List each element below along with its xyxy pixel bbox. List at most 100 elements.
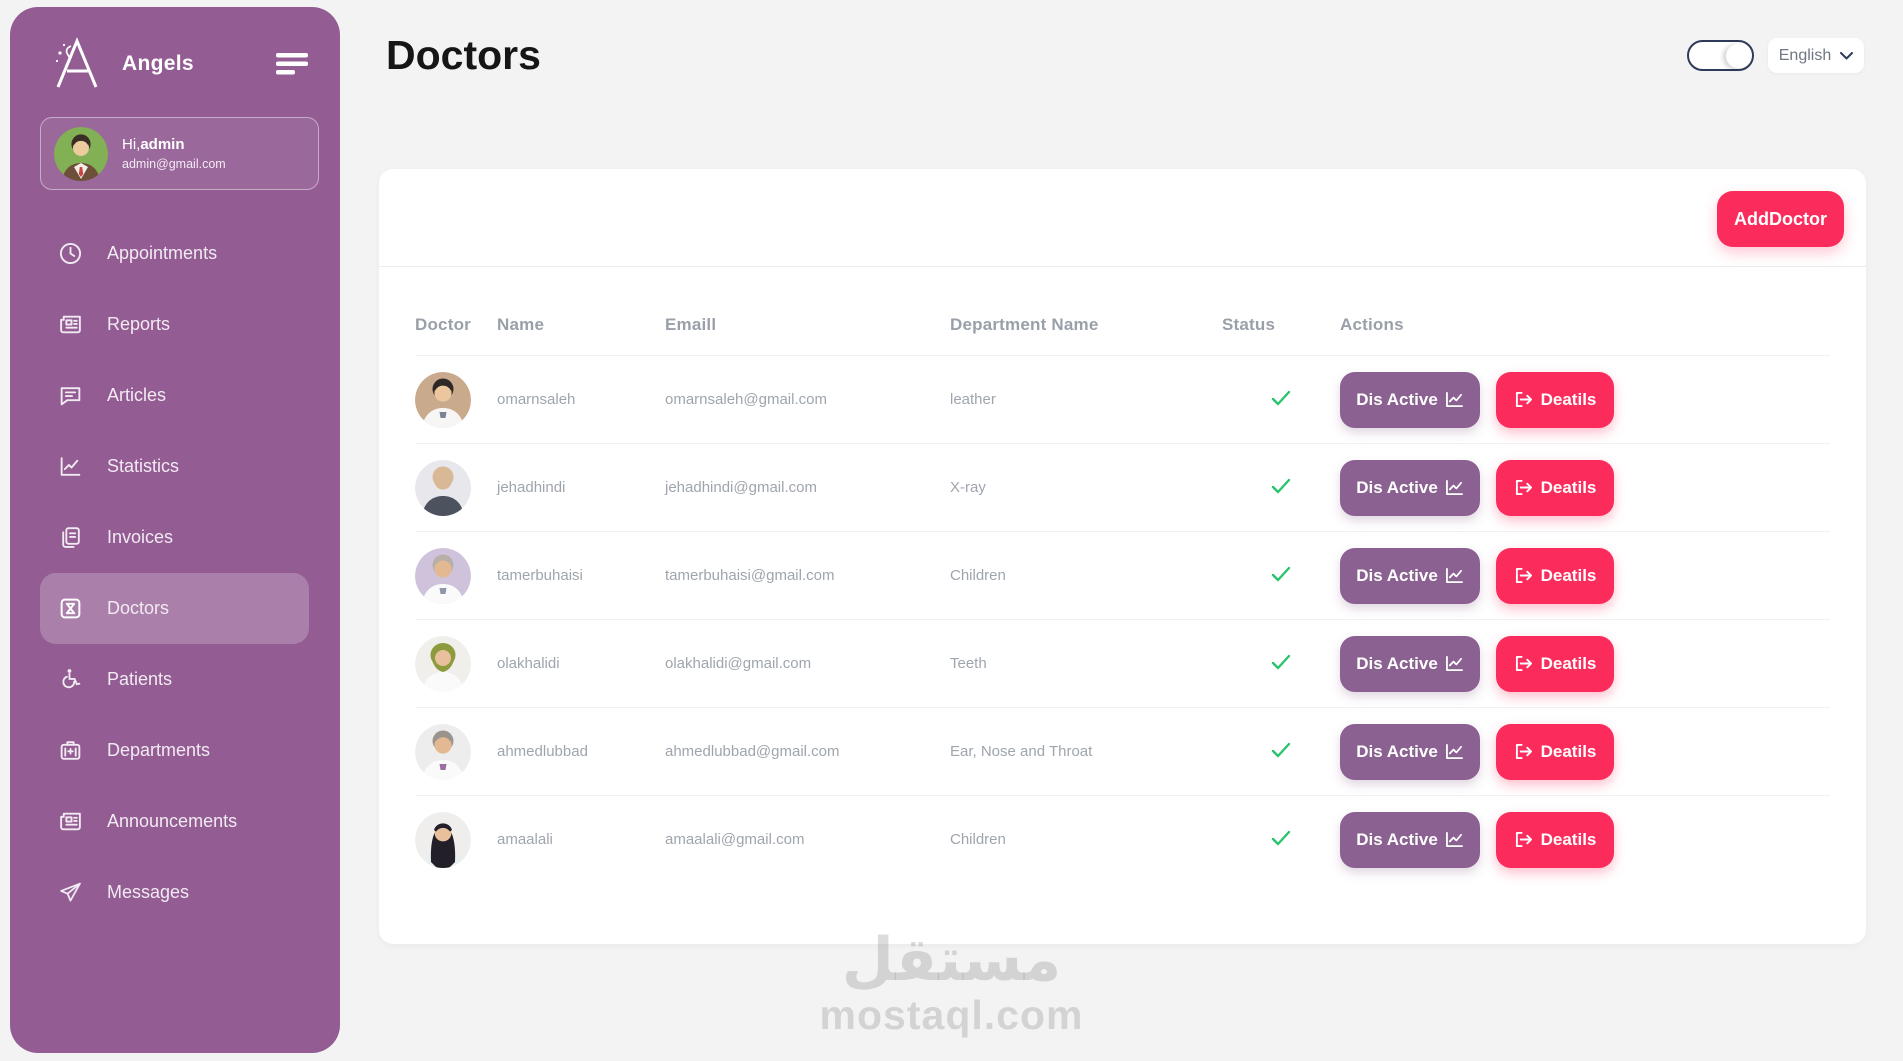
doctor-email: jehadhindi@gmail.com <box>665 479 817 496</box>
message-icon <box>58 383 83 408</box>
sidebar-item-doctors[interactable]: Doctors <box>40 573 309 644</box>
sidebar-item-label: Invoices <box>107 527 174 547</box>
status-check-icon <box>1269 562 1293 586</box>
sidebar-item-reports[interactable]: Reports <box>40 289 309 360</box>
doctors-panel: AddDoctor Doctor Name Emaill Department … <box>379 169 1866 944</box>
doctor-email: omarnsaleh@gmail.com <box>665 391 827 408</box>
status-check-icon <box>1269 738 1293 762</box>
user-info: Hi,admin admin@gmail.com <box>122 136 226 171</box>
doctor-department: Children <box>950 831 1006 848</box>
sidebar-item-label: Doctors <box>107 598 170 618</box>
doctor-name: ahmedlubbad <box>497 743 588 760</box>
column-header-name: Name <box>497 315 545 334</box>
angels-logo-icon <box>46 31 110 97</box>
table-row: jehadhindi jehadhindi@gmail.com X-ray Di… <box>415 443 1830 531</box>
sidebar-item-appointments[interactable]: Appointments <box>40 218 309 289</box>
exit-arrow-icon <box>1515 479 1532 496</box>
user-greeting: Hi,admin <box>122 136 185 153</box>
exit-arrow-icon <box>1515 743 1532 760</box>
dis-active-label: Dis Active <box>1356 829 1438 849</box>
sidebar-menu: Appointments Reports Articles <box>10 218 340 928</box>
doctor-email: tamerbuhaisi@gmail.com <box>665 567 835 584</box>
clock-icon <box>58 241 83 266</box>
exit-arrow-icon <box>1515 567 1532 584</box>
language-dropdown[interactable]: English <box>1768 38 1864 73</box>
doctor-department: leather <box>950 391 996 408</box>
chart-line-icon <box>1445 831 1463 848</box>
details-label: Deatils <box>1540 565 1597 585</box>
sidebar-item-patients[interactable]: Patients <box>40 644 309 715</box>
table-row: ahmedlubbad ahmedlubbad@gmail.com Ear, N… <box>415 707 1830 795</box>
dis-active-label: Dis Active <box>1356 477 1438 497</box>
table-row: tamerbuhaisi tamerbuhaisi@gmail.com Chil… <box>415 531 1830 619</box>
sidebar-item-invoices[interactable]: Invoices <box>40 502 309 573</box>
table-header-row: Doctor Name Emaill Department Name Statu… <box>415 267 1830 355</box>
dis-active-button[interactable]: Dis Active <box>1340 811 1480 868</box>
add-doctor-button[interactable]: AddDoctor <box>1717 191 1844 247</box>
dis-active-label: Dis Active <box>1356 741 1438 761</box>
user-email: admin@gmail.com <box>122 157 226 171</box>
doctor-email: ahmedlubbad@gmail.com <box>665 743 840 760</box>
table-row: omarnsaleh omarnsaleh@gmail.com leather … <box>415 355 1830 443</box>
sidebar-item-label: Departments <box>107 740 211 760</box>
status-check-icon <box>1269 650 1293 674</box>
newspaper-icon <box>58 809 83 834</box>
sidebar-item-messages[interactable]: Messages <box>40 857 309 928</box>
dis-active-button[interactable]: Dis Active <box>1340 459 1480 516</box>
dis-active-button[interactable]: Dis Active <box>1340 723 1480 780</box>
panel-header: AddDoctor <box>379 169 1866 267</box>
newspaper-icon <box>58 312 83 337</box>
dis-active-button[interactable]: Dis Active <box>1340 547 1480 604</box>
doctor-email: olakhalidi@gmail.com <box>665 655 812 672</box>
details-button[interactable]: Deatils <box>1496 459 1614 516</box>
dis-active-button[interactable]: Dis Active <box>1340 635 1480 692</box>
page-title: Doctors <box>386 32 541 78</box>
user-profile-card[interactable]: Hi,admin admin@gmail.com <box>40 117 319 190</box>
copy-icon <box>58 525 83 550</box>
details-button[interactable]: Deatils <box>1496 371 1614 428</box>
doctor-name: jehadhindi <box>497 479 566 496</box>
sidebar-item-label: Announcements <box>107 811 238 831</box>
dis-active-button[interactable]: Dis Active <box>1340 371 1480 428</box>
status-check-icon <box>1269 386 1293 410</box>
details-button[interactable]: Deatils <box>1496 635 1614 692</box>
chart-line-icon <box>1445 567 1463 584</box>
sidebar-item-label: Appointments <box>107 243 218 263</box>
doctors-table: Doctor Name Emaill Department Name Statu… <box>379 267 1866 883</box>
column-header-email: Emaill <box>665 315 717 334</box>
sidebar-item-announcements[interactable]: Announcements <box>40 786 309 857</box>
chart-line-icon <box>58 454 83 479</box>
wheelchair-icon <box>58 667 83 692</box>
dis-active-label: Dis Active <box>1356 565 1438 585</box>
exit-arrow-icon <box>1515 391 1532 408</box>
doctor-department: X-ray <box>950 479 986 496</box>
details-button[interactable]: Deatils <box>1496 723 1614 780</box>
briefcase-medical-icon <box>58 738 83 763</box>
sidebar-item-articles[interactable]: Articles <box>40 360 309 431</box>
status-check-icon <box>1269 474 1293 498</box>
status-check-icon <box>1269 826 1293 850</box>
doctor-email: amaalali@gmail.com <box>665 831 805 848</box>
chevron-down-icon <box>1840 51 1854 60</box>
theme-toggle[interactable] <box>1687 40 1754 71</box>
dis-active-label: Dis Active <box>1356 653 1438 673</box>
doctor-name: tamerbuhaisi <box>497 567 583 584</box>
details-button[interactable]: Deatils <box>1496 547 1614 604</box>
sidebar: Angels Hi,admin admin@gmail.com <box>10 7 340 1053</box>
toggle-knob <box>1726 43 1750 68</box>
user-avatar <box>54 126 108 181</box>
brand-name: Angels <box>122 52 194 75</box>
sidebar-item-label: Reports <box>107 314 171 334</box>
details-label: Deatils <box>1540 389 1597 409</box>
doctor-department: Teeth <box>950 655 987 672</box>
details-button[interactable]: Deatils <box>1496 811 1614 868</box>
sidebar-item-statistics[interactable]: Statistics <box>40 431 309 502</box>
doctor-photo <box>415 635 471 692</box>
doctor-photo <box>415 811 471 868</box>
hamburger-menu-icon[interactable] <box>272 48 314 80</box>
doctor-name: amaalali <box>497 831 553 848</box>
exit-arrow-icon <box>1515 831 1532 848</box>
sidebar-item-departments[interactable]: Departments <box>40 715 309 786</box>
table-row: amaalali amaalali@gmail.com Children Dis… <box>415 795 1830 883</box>
doctor-photo <box>415 723 471 780</box>
